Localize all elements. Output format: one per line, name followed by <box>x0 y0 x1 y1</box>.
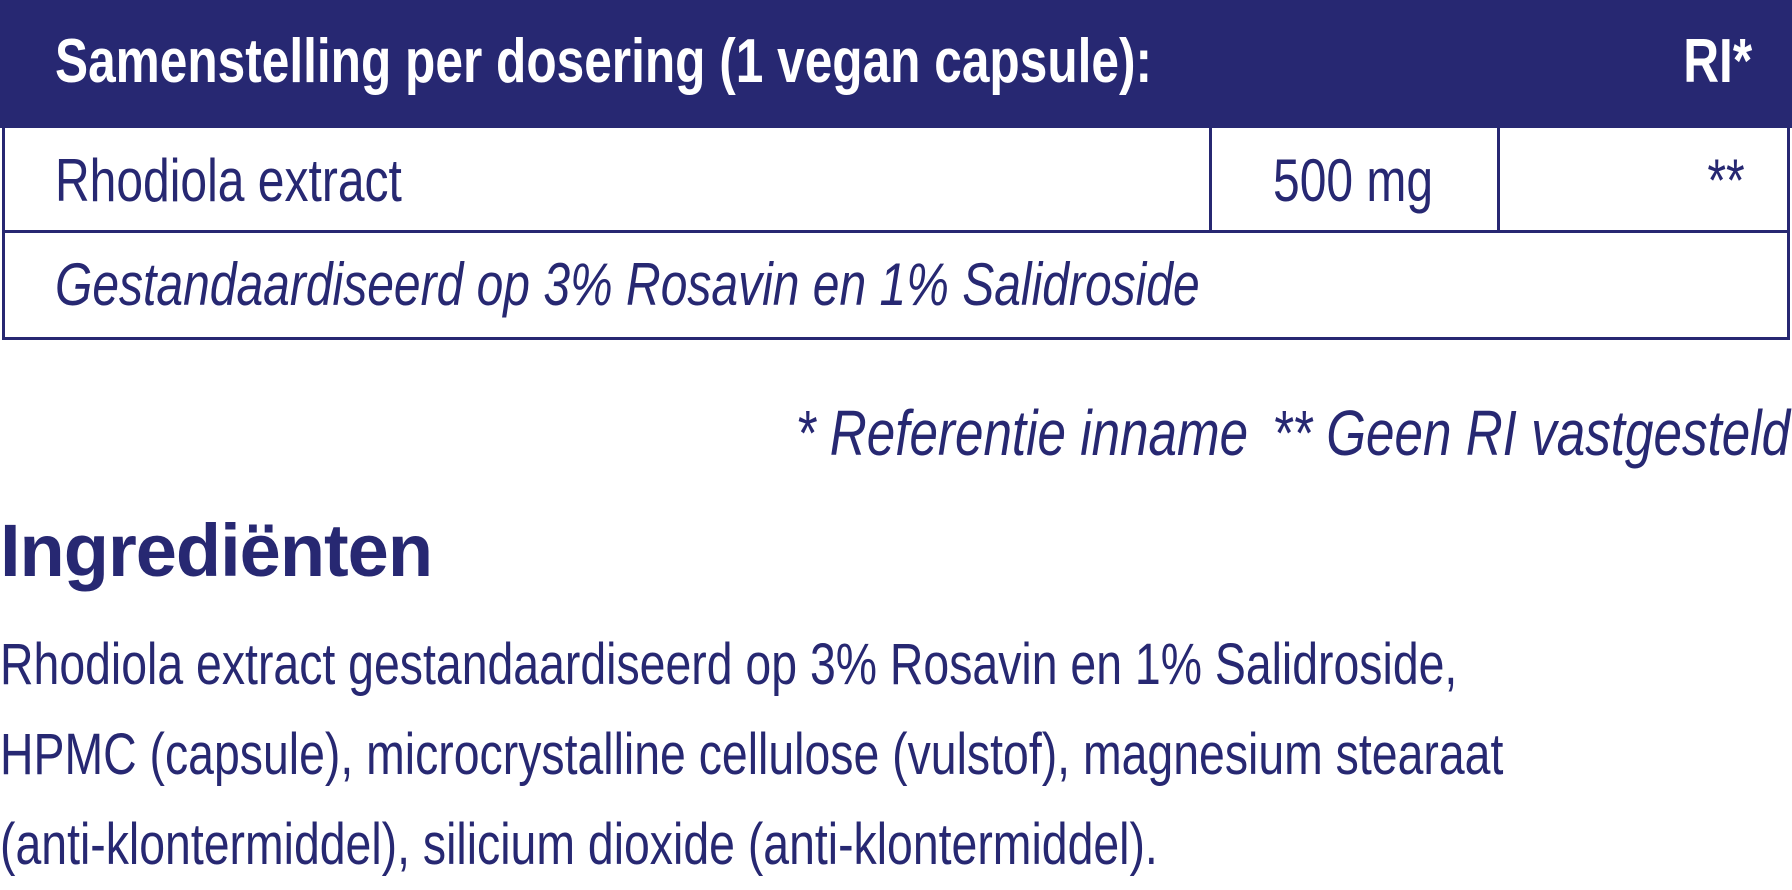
ingredient-ri-cell: ** <box>1497 128 1790 233</box>
standardization-note-row: Gestandaardiseerd op 3% Rosavin en 1% Sa… <box>2 230 1790 340</box>
ingredient-name: Rhodiola extract <box>55 147 402 214</box>
ingredients-heading: Ingrediënten <box>0 509 433 592</box>
composition-table-header: Samenstelling per dosering (1 vegan caps… <box>0 0 1792 128</box>
footnote-no-ri: ** Geen RI vastgesteld <box>1272 397 1790 469</box>
standardization-note: Gestandaardiseerd op 3% Rosavin en 1% Sa… <box>55 251 1200 318</box>
ingredients-line: HPMC (capsule), microcrystalline cellulo… <box>0 722 1504 787</box>
ingredients-line: (anti-klontermiddel), silicium dioxide (… <box>0 812 1158 877</box>
footnote-ri: * Referentie inname <box>795 397 1249 469</box>
ri-column-header: RI* <box>1683 27 1752 96</box>
footnotes: * Referentie inname ** Geen RI vastgestel… <box>796 396 1791 470</box>
ingredient-ri: ** <box>1707 147 1745 214</box>
ingredient-amount-cell: 500 mg <box>1209 128 1500 233</box>
ingredient-amount: 500 mg <box>1272 147 1434 214</box>
ingredients-text: Rhodiola extract gestandaardiseerd op 3%… <box>0 620 1792 890</box>
ingredients-line: Rhodiola extract gestandaardiseerd op 3%… <box>0 632 1458 697</box>
table-title: Samenstelling per dosering (1 vegan caps… <box>55 27 1153 96</box>
ingredient-name-cell: Rhodiola extract <box>2 128 1212 233</box>
